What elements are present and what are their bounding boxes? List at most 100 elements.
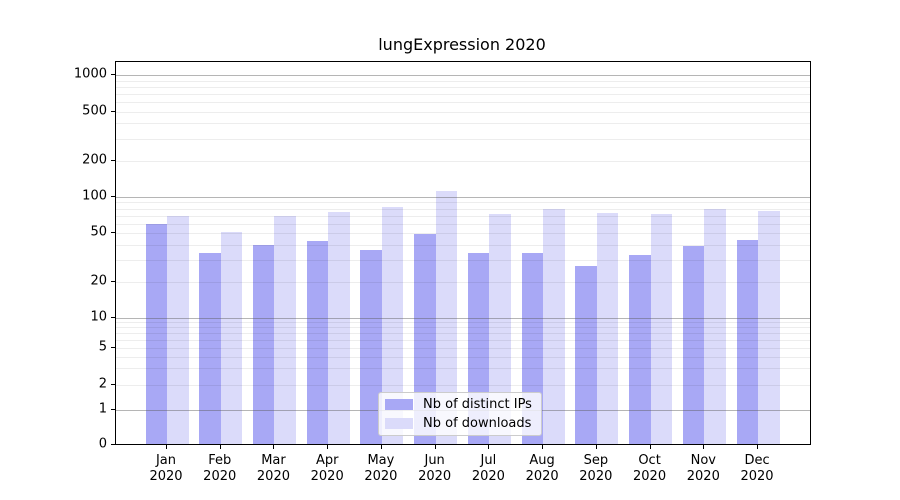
legend: Nb of distinct IPs Nb of downloads: [378, 392, 542, 436]
minor-gridline: [116, 385, 810, 386]
minor-gridline: [116, 101, 810, 103]
minor-gridline: [116, 333, 810, 335]
y-tick-label: 5: [98, 339, 107, 354]
bar-jul-downloads: [489, 214, 511, 444]
bar-oct-distinct-ips: [629, 255, 651, 444]
y-tick-label: 200: [82, 152, 107, 167]
legend-swatch-distinct-ips: [385, 399, 413, 410]
x-tick-label-apr: Apr 2020: [310, 453, 344, 484]
x-tick-mark: [327, 445, 328, 449]
minor-gridline: [116, 123, 810, 125]
y-tick-label: 50: [90, 224, 107, 240]
bar-nov-distinct-ips: [682, 246, 705, 444]
minor-gridline: [116, 281, 810, 283]
y-tick-label: 100: [82, 188, 107, 204]
plot-area: [115, 61, 811, 445]
x-tick-mark: [166, 445, 167, 449]
bar-feb-downloads: [220, 231, 243, 444]
y-tick-mark: [111, 232, 115, 233]
y-tick-label: 2: [98, 376, 107, 392]
y-tick-mark: [111, 384, 115, 385]
minor-gridline: [116, 223, 810, 225]
legend-item-downloads: Nb of downloads: [385, 414, 535, 433]
major-gridline: [116, 197, 810, 198]
minor-gridline: [116, 339, 810, 341]
chart-title: lungExpression 2020: [378, 35, 546, 54]
y-tick-mark: [111, 160, 115, 161]
x-tick-mark: [220, 445, 221, 449]
minor-gridline: [116, 215, 810, 217]
y-tick-label: 0: [98, 436, 107, 452]
y-tick-label: 1000: [73, 66, 107, 82]
x-tick-mark: [488, 445, 489, 449]
minor-gridline: [116, 322, 810, 324]
bar-mar-distinct-ips: [252, 244, 275, 444]
minor-gridline: [116, 208, 810, 210]
y-tick-label: 10: [90, 309, 107, 325]
minor-gridline: [116, 260, 810, 262]
bar-jun-downloads: [435, 190, 458, 444]
major-gridline: [116, 75, 810, 76]
x-tick-label-feb: Feb 2020: [203, 453, 237, 484]
minor-gridline: [116, 93, 810, 95]
x-tick-label-dec: Dec 2020: [740, 453, 774, 484]
minor-gridline: [116, 202, 810, 204]
x-tick-mark: [542, 445, 543, 449]
bar-dec-distinct-ips: [736, 239, 759, 444]
x-tick-mark: [757, 445, 758, 449]
bar-sep-downloads: [596, 212, 619, 444]
bar-sep-distinct-ips: [575, 265, 597, 444]
legend-item-distinct-ips: Nb of distinct IPs: [385, 395, 535, 414]
x-tick-label-may: May 2020: [364, 453, 398, 484]
legend-swatch-downloads: [385, 418, 413, 429]
bar-jun-distinct-ips: [414, 234, 436, 444]
x-tick-mark: [703, 445, 704, 449]
x-tick-mark: [273, 445, 274, 449]
minor-gridline: [116, 111, 810, 113]
y-tick-mark: [111, 111, 115, 112]
minor-gridline: [116, 327, 810, 329]
x-tick-mark: [650, 445, 651, 449]
minor-gridline: [116, 86, 810, 88]
y-tick-mark: [111, 281, 115, 282]
y-tick-mark: [111, 347, 115, 348]
bar-mar-downloads: [274, 215, 296, 444]
bar-feb-distinct-ips: [199, 253, 221, 444]
minor-gridline: [116, 80, 810, 82]
legend-label-downloads: Nb of downloads: [423, 416, 532, 431]
minor-gridline: [116, 138, 810, 140]
x-tick-mark: [381, 445, 382, 449]
bar-apr-downloads: [328, 211, 350, 444]
x-tick-label-nov: Nov 2020: [686, 453, 720, 484]
x-tick-label-sep: Sep 2020: [579, 453, 613, 484]
x-tick-label-aug: Aug 2020: [525, 453, 559, 484]
y-tick-label: 1: [98, 401, 107, 416]
x-tick-label-mar: Mar 2020: [256, 453, 290, 484]
minor-gridline: [116, 160, 810, 162]
legend-label-distinct-ips: Nb of distinct IPs: [423, 397, 532, 412]
bar-may-downloads: [381, 207, 404, 444]
y-tick-label: 20: [90, 273, 107, 288]
x-tick-mark: [596, 445, 597, 449]
y-tick-mark: [111, 196, 115, 197]
y-tick-mark: [111, 409, 115, 410]
bar-nov-downloads: [704, 208, 726, 444]
x-tick-label-jun: Jun 2020: [418, 453, 452, 484]
y-tick-mark: [111, 74, 115, 75]
y-tick-mark: [111, 317, 115, 318]
minor-gridline: [116, 244, 810, 246]
y-tick-label: 500: [82, 103, 107, 118]
bar-oct-downloads: [650, 214, 673, 444]
bar-aug-downloads: [543, 208, 565, 444]
bar-jan-distinct-ips: [145, 223, 167, 444]
x-tick-label-jul: Jul 2020: [471, 453, 505, 484]
minor-gridline: [116, 356, 810, 358]
bar-jan-downloads: [167, 215, 189, 444]
x-tick-label-jan: Jan 2020: [149, 453, 183, 484]
x-tick-mark: [435, 445, 436, 449]
bar-dec-downloads: [758, 210, 780, 444]
bar-may-distinct-ips: [360, 250, 382, 444]
minor-gridline: [116, 368, 810, 370]
major-gridline: [116, 318, 810, 319]
